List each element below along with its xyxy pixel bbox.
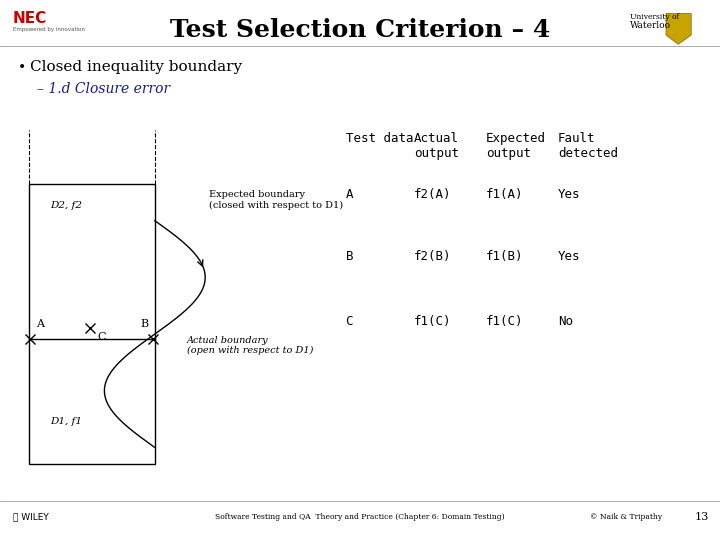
Text: f1(C): f1(C) [414, 315, 451, 328]
Text: Test data: Test data [346, 132, 413, 145]
Text: A: A [346, 188, 353, 201]
Text: C: C [346, 315, 353, 328]
Text: Closed inequality boundary: Closed inequality boundary [30, 60, 243, 75]
Text: D1, f1: D1, f1 [50, 417, 82, 426]
Text: Test Selection Criterion – 4: Test Selection Criterion – 4 [170, 18, 550, 42]
Text: University of: University of [630, 14, 679, 21]
Polygon shape [666, 14, 691, 44]
Text: Actual boundary
(open with respect to D1): Actual boundary (open with respect to D1… [187, 336, 314, 355]
Text: f1(A): f1(A) [486, 188, 523, 201]
Text: Fault
detected: Fault detected [558, 132, 618, 160]
Text: NEC: NEC [13, 11, 48, 26]
Text: f2(A): f2(A) [414, 188, 451, 201]
Text: Expected boundary
(closed with respect to D1): Expected boundary (closed with respect t… [209, 190, 343, 210]
Text: 13: 13 [695, 512, 709, 522]
Text: f2(B): f2(B) [414, 250, 451, 263]
Text: C: C [97, 333, 106, 342]
Text: •: • [18, 60, 26, 75]
Text: – 1.d Closure error: – 1.d Closure error [37, 82, 171, 96]
Text: © Naik & Tripathy: © Naik & Tripathy [590, 514, 662, 521]
Text: B: B [140, 319, 148, 329]
Text: Yes: Yes [558, 250, 580, 263]
Text: D2, f2: D2, f2 [50, 201, 82, 210]
Text: Empowered by innovation: Empowered by innovation [13, 27, 85, 32]
Text: A: A [36, 319, 44, 329]
Text: Yes: Yes [558, 188, 580, 201]
Text: B: B [346, 250, 353, 263]
Text: Ⓜ WILEY: Ⓜ WILEY [13, 513, 49, 522]
Text: Expected
output: Expected output [486, 132, 546, 160]
Text: Actual
output: Actual output [414, 132, 459, 160]
Text: Software Testing and QA  Theory and Practice (Chapter 6: Domain Testing): Software Testing and QA Theory and Pract… [215, 514, 505, 521]
Text: f1(C): f1(C) [486, 315, 523, 328]
Text: f1(B): f1(B) [486, 250, 523, 263]
Text: Waterloo: Waterloo [630, 22, 671, 30]
Bar [29, 184, 155, 464]
Text: No: No [558, 315, 573, 328]
